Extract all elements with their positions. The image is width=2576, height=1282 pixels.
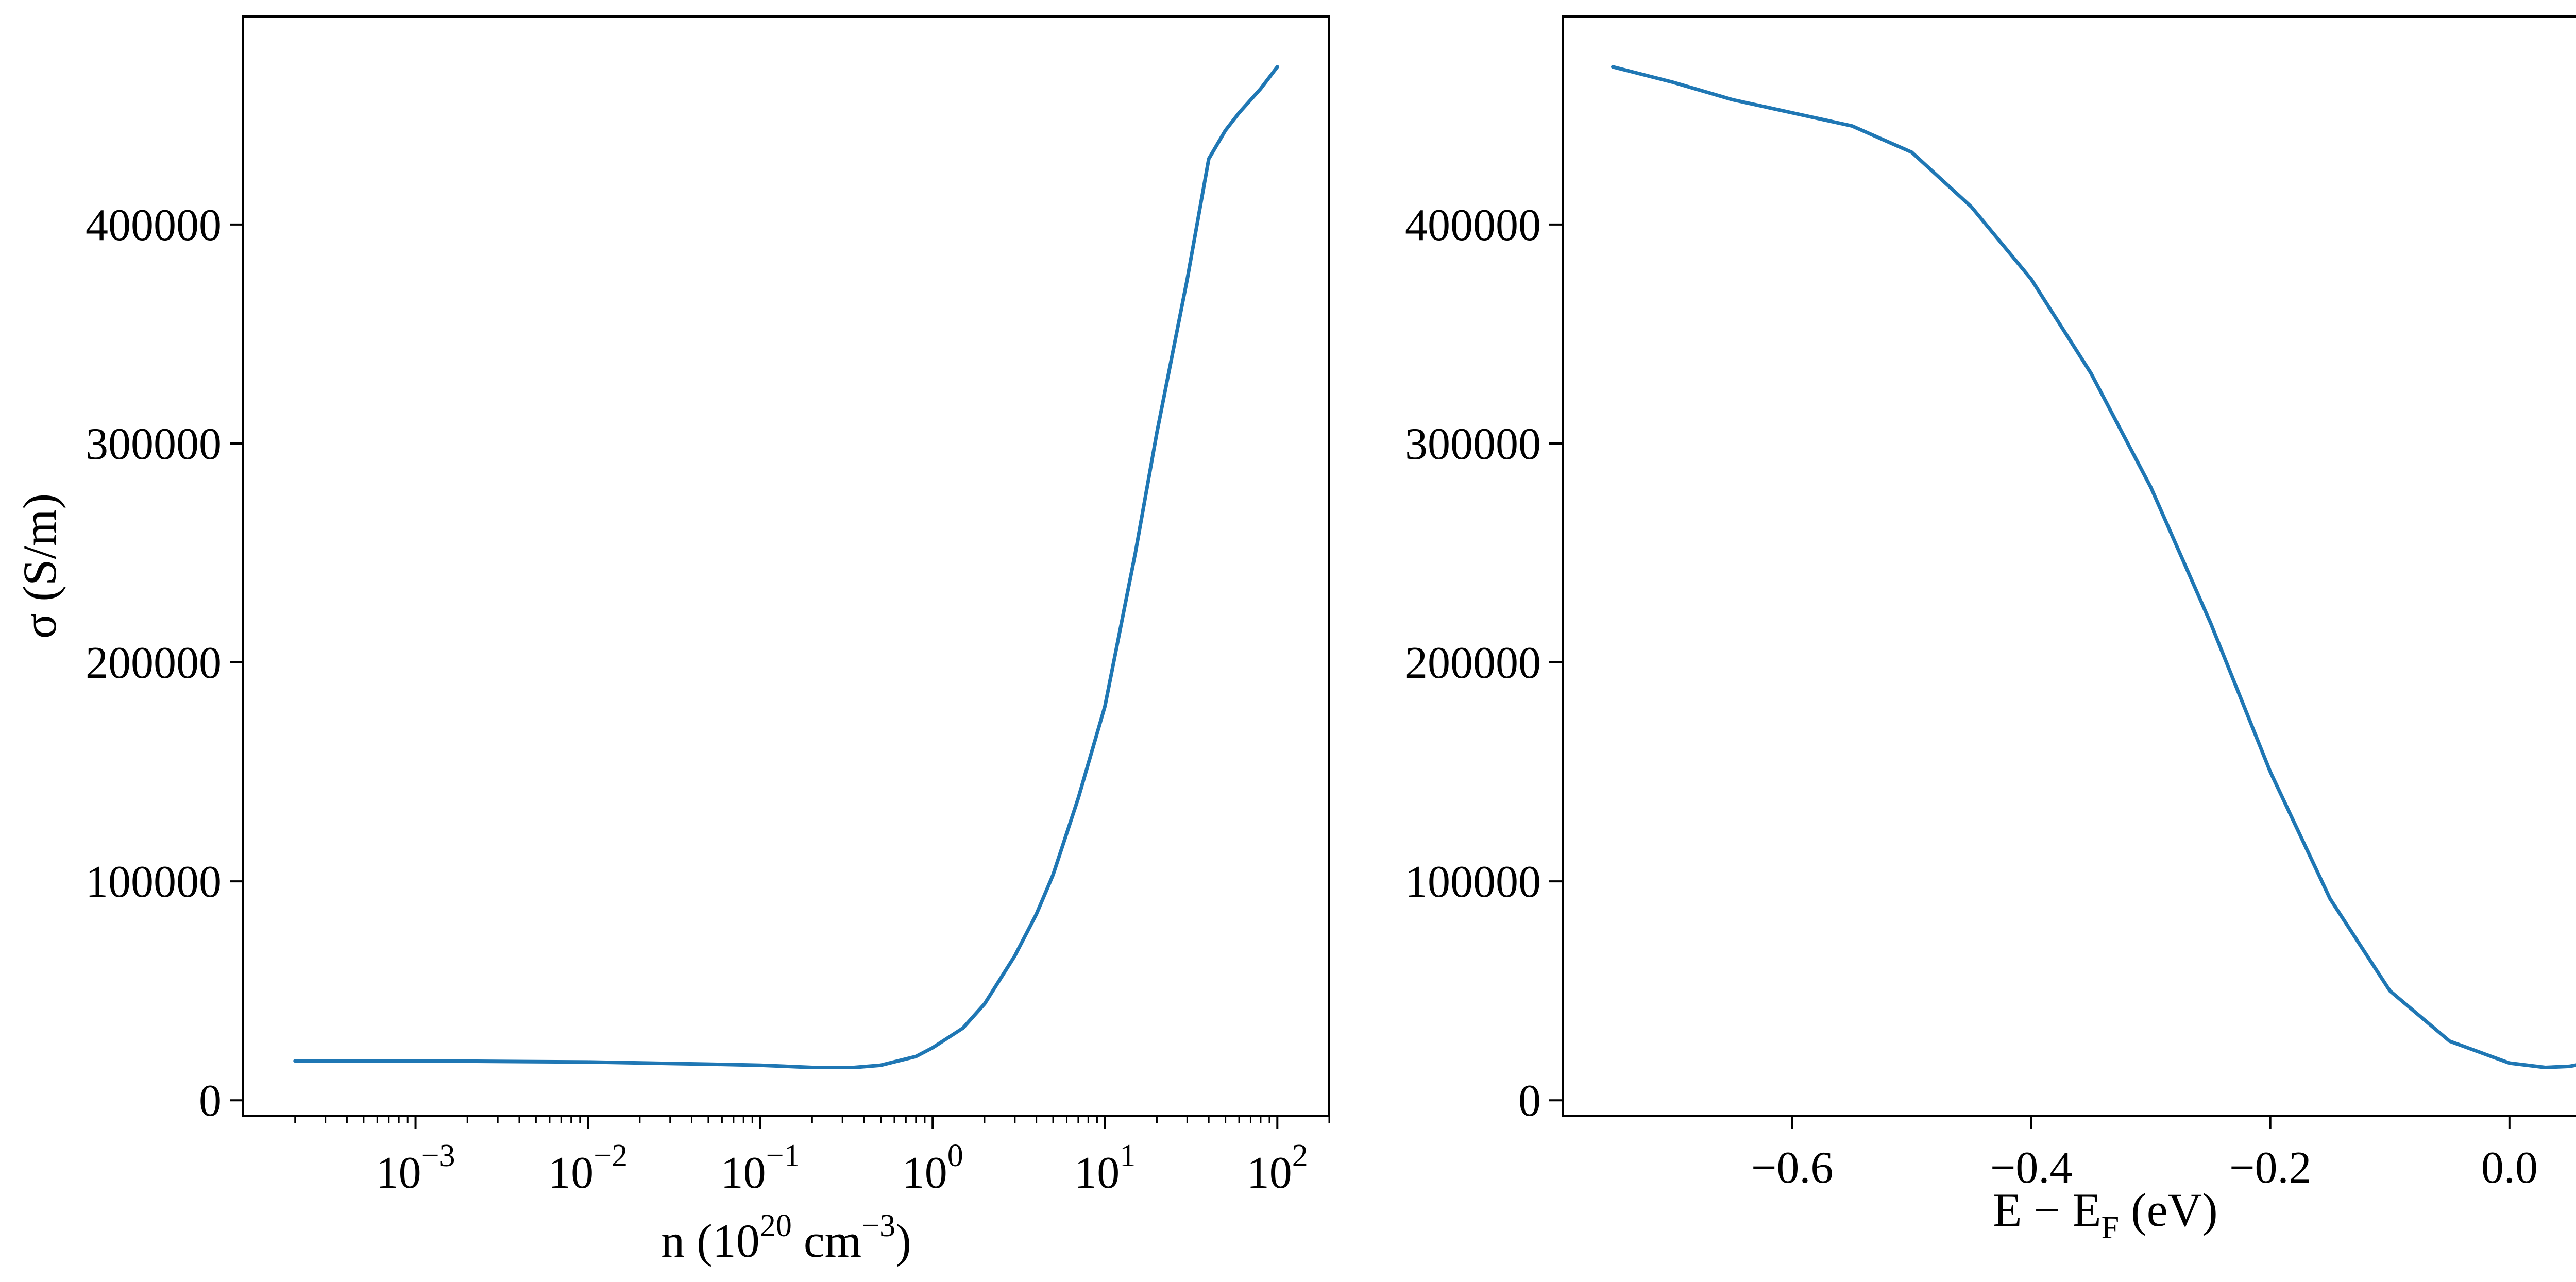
left-y-axis-label: σ (S/m) <box>13 493 66 639</box>
left-axes-frame <box>242 15 1330 1117</box>
left-x-tick-label: 10−2 <box>548 1138 628 1198</box>
left-chart-panel: 10−3 10−2 10−1 100 101 102 0 100000 200000 300000… <box>13 15 1330 1267</box>
left-x-tick-label: 100 <box>902 1138 963 1198</box>
left-x-tick-label: 10−3 <box>376 1138 455 1198</box>
right-y-tick-label: 400000 <box>1405 200 1541 250</box>
left-y-tick-label: 400000 <box>86 200 222 250</box>
right-x-tick-label: −0.2 <box>2229 1143 2312 1193</box>
left-x-tick-label: 101 <box>1074 1138 1136 1198</box>
right-y-tick-label: 300000 <box>1405 419 1541 469</box>
left-x-tick-label: 102 <box>1247 1138 1308 1198</box>
right-x-tick-label: −0.4 <box>1990 1143 2073 1193</box>
left-x-tick-label: 10−1 <box>721 1138 800 1198</box>
right-x-tick-label: −0.6 <box>1751 1143 1834 1193</box>
right-x-axis-label: E − EF (eV) <box>1993 1184 2217 1245</box>
right-y-tick-label: 0 <box>1518 1076 1541 1126</box>
right-series-line <box>1611 65 2576 1069</box>
right-y-tick-label: 100000 <box>1405 857 1541 907</box>
left-y-tick-label: 100000 <box>86 857 222 907</box>
right-x-tick-label: 0.0 <box>2481 1143 2538 1193</box>
right-y-tick-label: 200000 <box>1405 638 1541 688</box>
left-series-line <box>293 65 1279 1069</box>
right-axes-frame <box>1562 15 2576 1117</box>
left-y-tick-label: 0 <box>199 1076 222 1126</box>
left-y-tick-label: 200000 <box>86 638 222 688</box>
left-x-axis-label: n (1020 cm−3) <box>661 1208 911 1267</box>
left-y-tick-label: 300000 <box>86 419 222 469</box>
right-chart-panel: −0.6 −0.4 −0.2 0.0 0 100000 200000 300000 400000… <box>1405 15 2576 1245</box>
